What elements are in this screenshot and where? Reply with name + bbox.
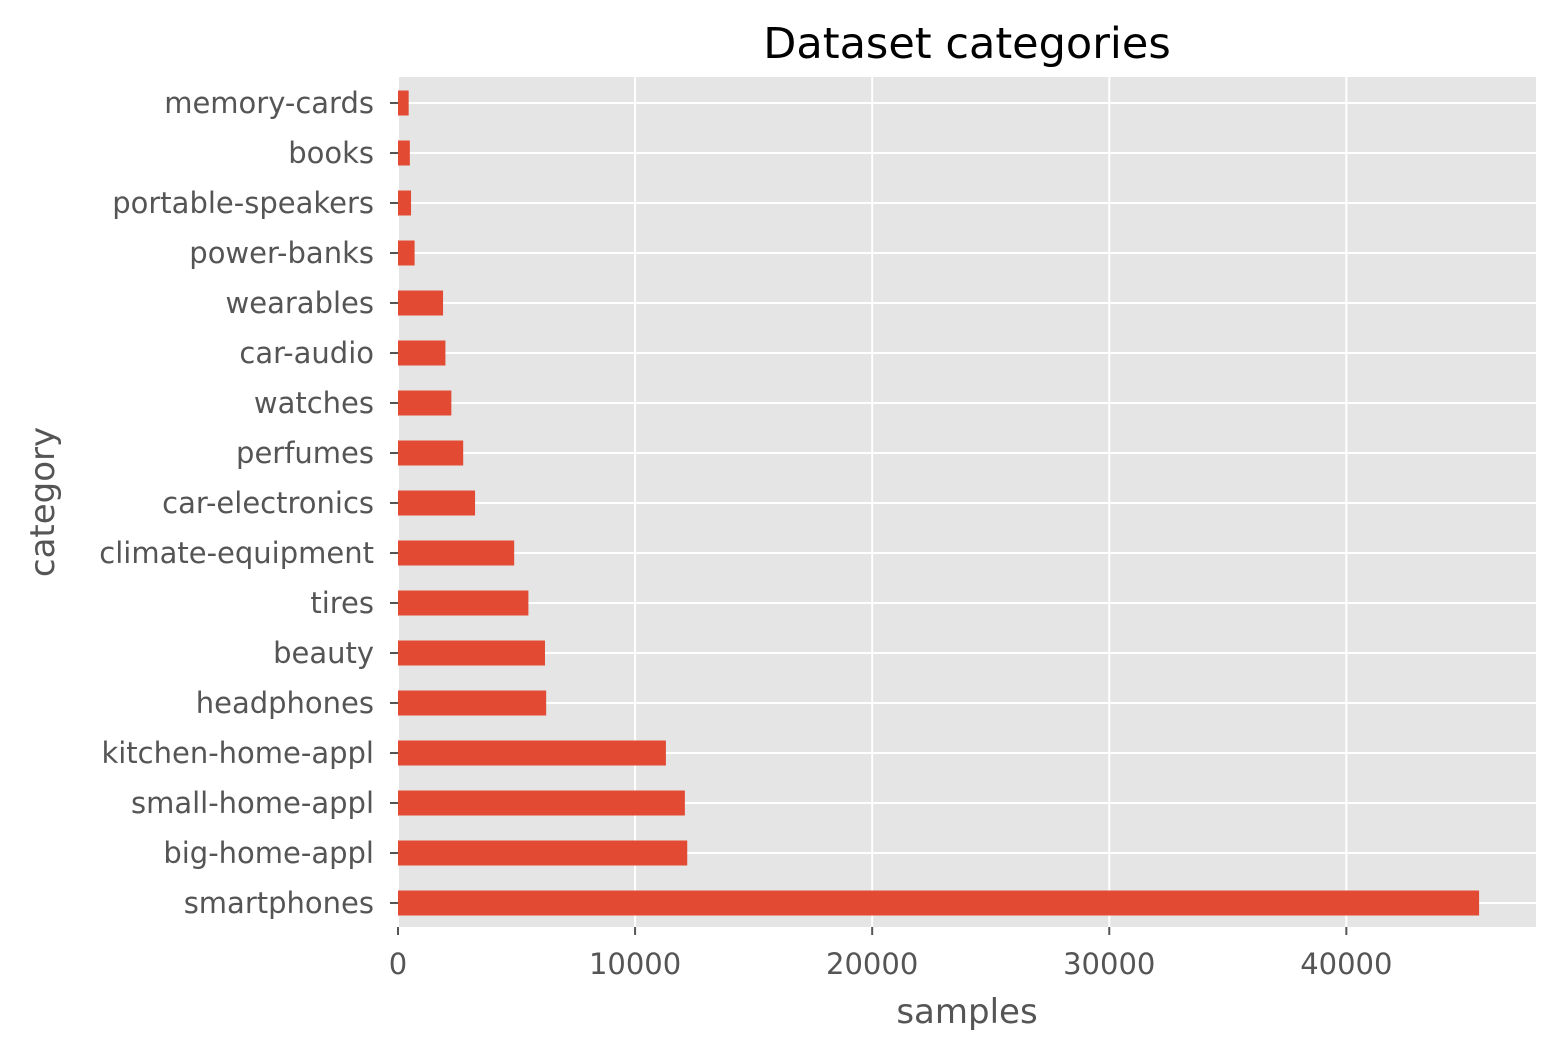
x-tick-label: 20000 xyxy=(826,947,918,981)
bar-perfumes xyxy=(398,440,464,466)
x-tick-label: 40000 xyxy=(1300,947,1392,981)
x-tick-label: 30000 xyxy=(1063,947,1155,981)
x-tick-labels: 0 10000 20000 30000 40000 xyxy=(389,927,1392,981)
bar-books xyxy=(398,140,410,166)
bar-smartphones xyxy=(398,890,1480,916)
y-tick-label: big-home-appl xyxy=(163,836,374,870)
y-tick-label: climate-equipment xyxy=(99,536,374,570)
bar-headphones xyxy=(398,690,547,716)
bar-wearables xyxy=(398,290,444,316)
y-tick-label: books xyxy=(288,136,374,170)
x-tick-label: 10000 xyxy=(589,947,681,981)
bar-power-banks xyxy=(398,240,415,266)
y-tick-label: portable-speakers xyxy=(112,186,374,220)
bar-kitchen-home-appl xyxy=(398,740,666,766)
bar-tires xyxy=(398,590,529,616)
y-tick-label: wearables xyxy=(226,286,374,320)
y-tick-label: power-banks xyxy=(189,236,374,270)
bar-watches xyxy=(398,390,452,416)
y-tick-label: car-electronics xyxy=(162,486,374,520)
bar-car-electronics xyxy=(398,490,476,516)
y-tick-label: memory-cards xyxy=(164,86,374,120)
bar-small-home-appl xyxy=(398,790,685,816)
chart-title: Dataset categories xyxy=(763,19,1170,69)
y-tick-label: small-home-appl xyxy=(131,786,374,820)
bar-big-home-appl xyxy=(398,840,688,866)
y-tick-labels: smartphones big-home-appl small-home-appl k… xyxy=(99,86,398,920)
y-tick-label: perfumes xyxy=(236,436,374,470)
y-tick-label: car-audio xyxy=(239,336,374,370)
bar-beauty xyxy=(398,640,545,666)
x-tick-label: 0 xyxy=(389,947,407,981)
y-tick-label: beauty xyxy=(273,636,374,670)
y-tick-label: tires xyxy=(310,586,374,620)
bar-portable-speakers xyxy=(398,190,412,216)
bar-car-audio xyxy=(398,340,446,366)
y-tick-label: headphones xyxy=(196,686,374,720)
bars xyxy=(398,90,1480,916)
bar-climate-equipment xyxy=(398,540,515,566)
y-tick-label: watches xyxy=(254,386,374,420)
y-tick-label: smartphones xyxy=(184,886,374,920)
y-tick-label: kitchen-home-appl xyxy=(101,736,374,770)
y-axis-label: category xyxy=(23,427,63,577)
x-axis-label: samples xyxy=(896,992,1037,1032)
bar-memory-cards xyxy=(398,90,409,116)
